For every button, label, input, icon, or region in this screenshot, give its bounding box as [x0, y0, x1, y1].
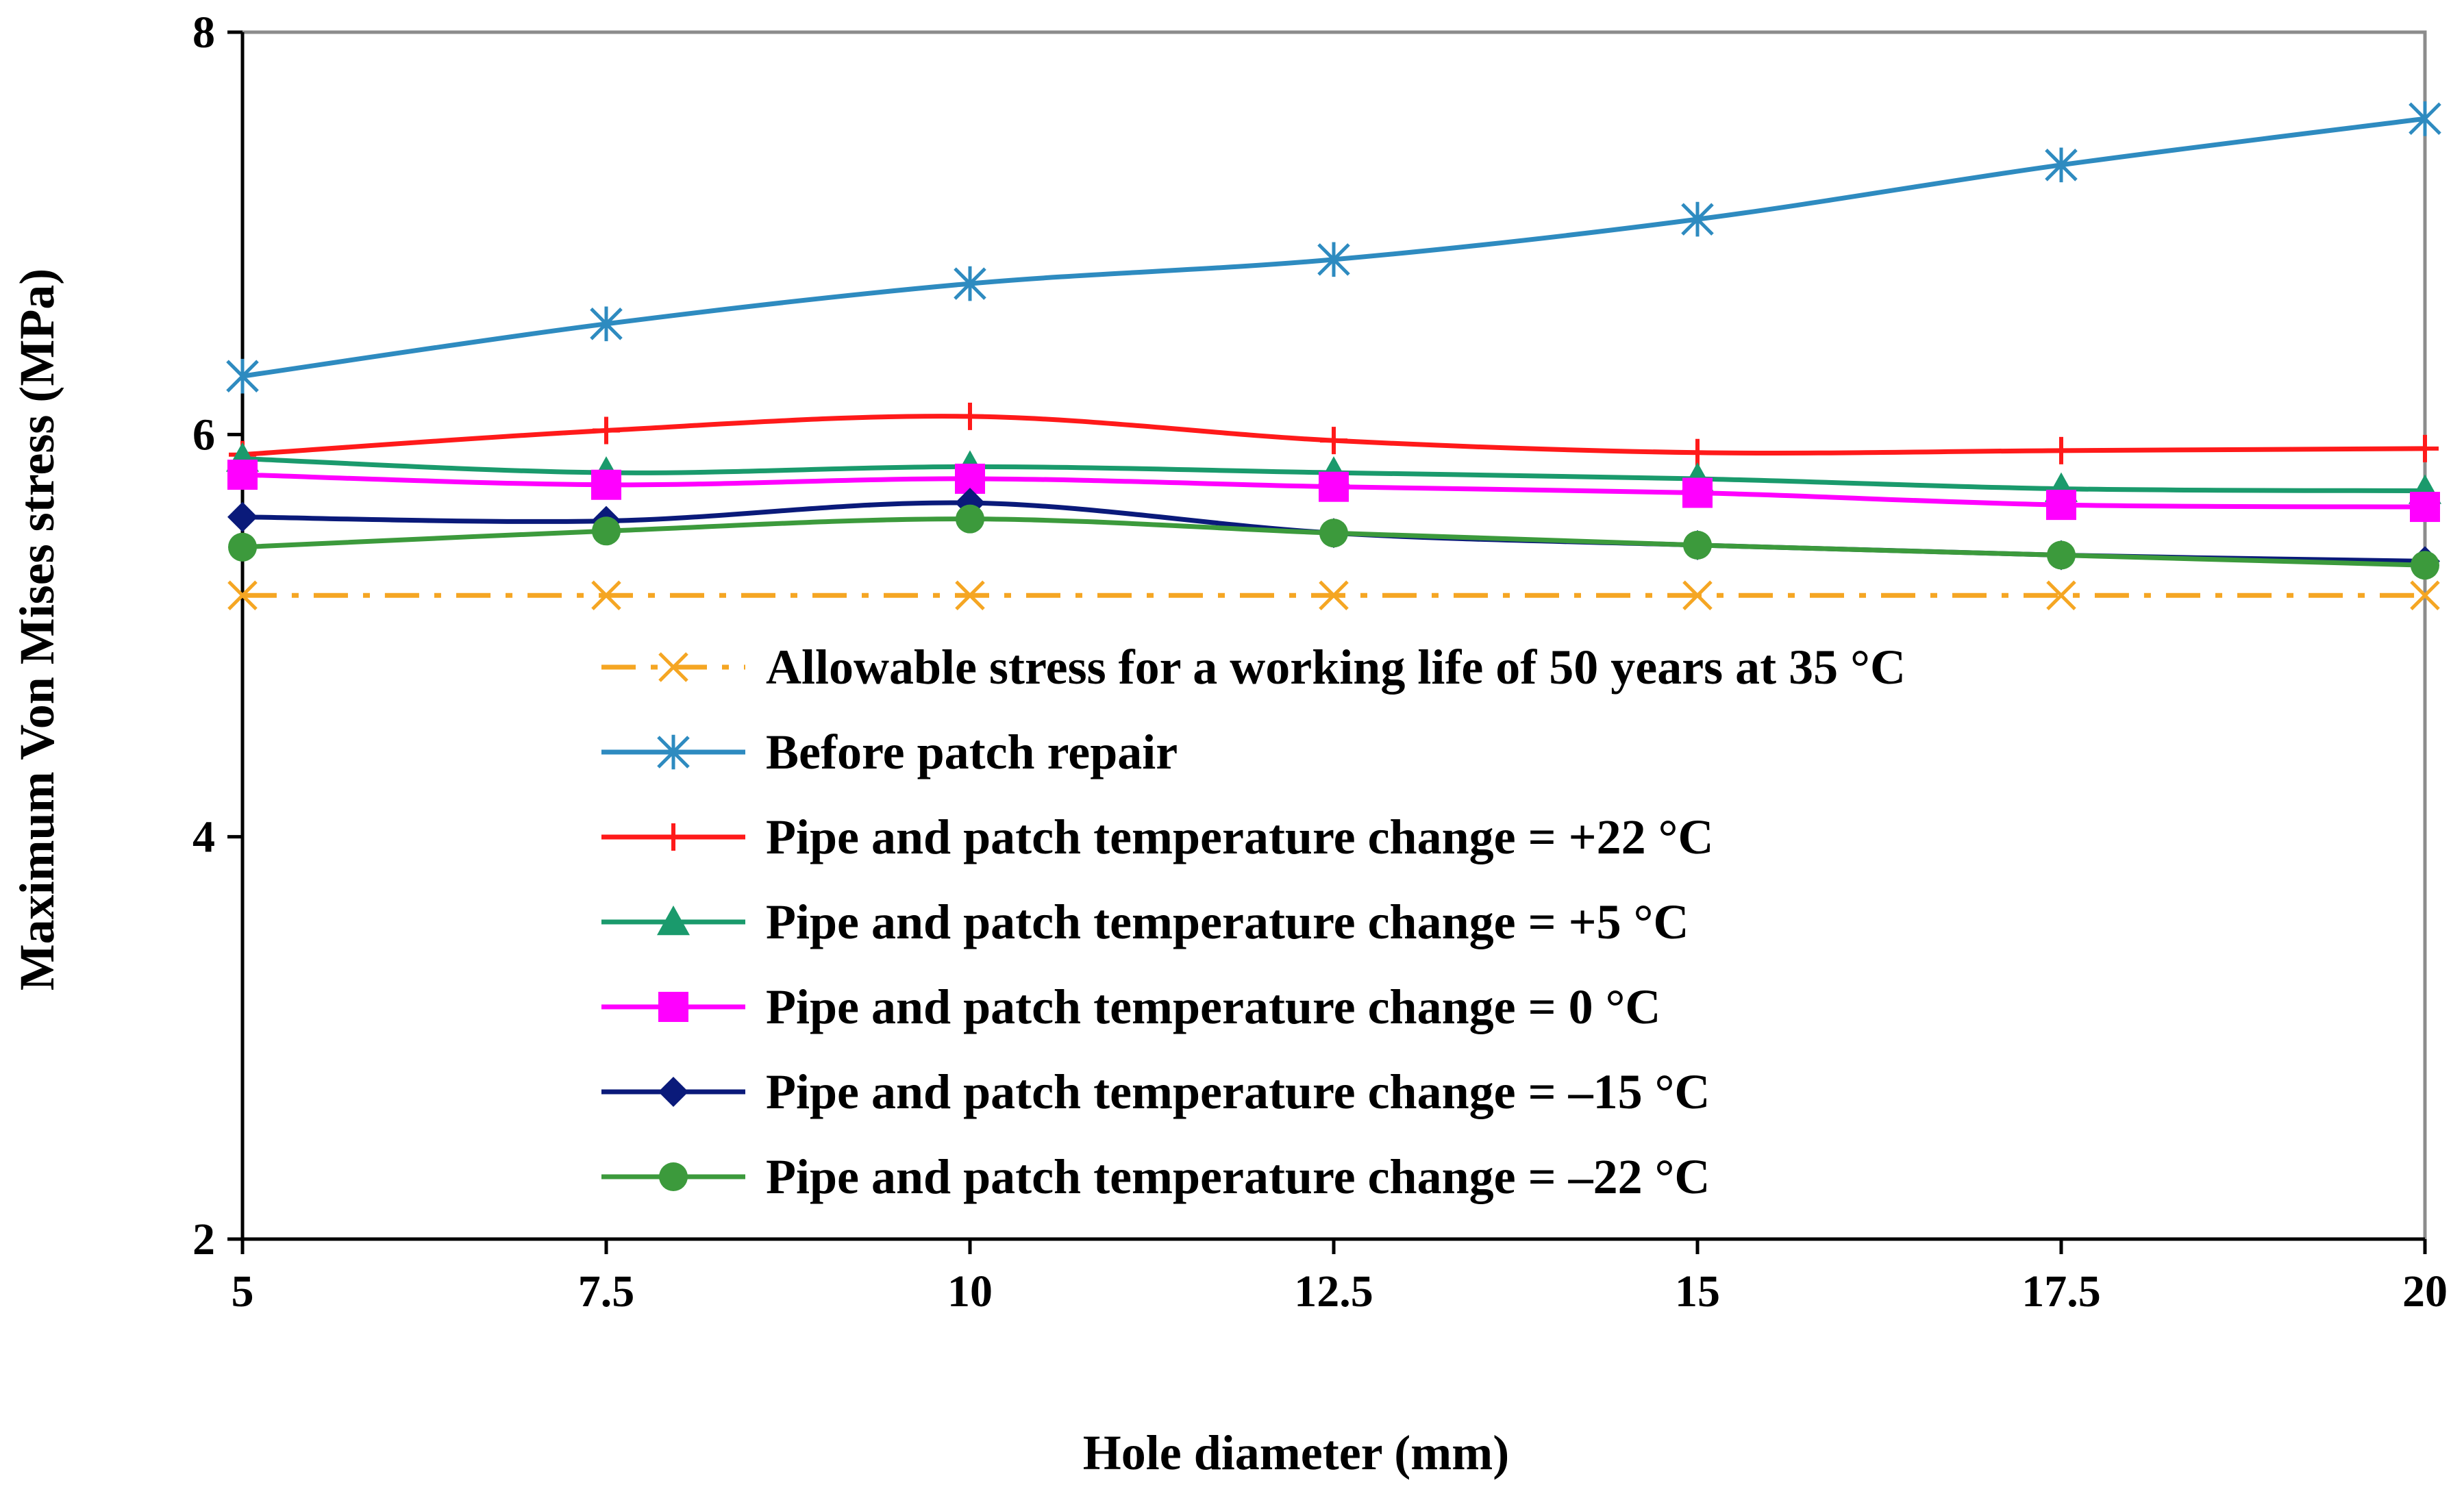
legend-item: Pipe and patch temperature change = –15 …: [601, 1064, 1710, 1119]
legend-marker: [657, 734, 690, 770]
x-tick-label: 7.5: [578, 1266, 635, 1316]
legend-marker: [658, 1077, 688, 1107]
legend-marker: [660, 823, 687, 851]
legend-item: Before patch repair: [601, 725, 1178, 779]
y-tick-label: 2: [192, 1214, 215, 1264]
data-point: [2045, 147, 2078, 183]
data-point: [956, 504, 984, 534]
data-point: [1681, 201, 1714, 237]
data-point: [592, 516, 621, 546]
data-point: [1319, 471, 1349, 502]
data-point: [2411, 434, 2439, 462]
legend-marker: [658, 652, 688, 682]
data-point: [2410, 492, 2440, 523]
legend-item: Allowable stress for a working life of 5…: [601, 640, 1906, 695]
data-point: [591, 580, 621, 611]
legend-item: Pipe and patch temperature change = 0 °C: [601, 979, 1660, 1034]
data-point: [2048, 436, 2075, 464]
data-point: [2046, 490, 2076, 521]
data-point: [1320, 427, 1347, 455]
series-4: [227, 460, 2440, 523]
legend-label: Pipe and patch temperature change = –15 …: [766, 1064, 1710, 1119]
data-point: [227, 460, 258, 490]
series-2: [229, 402, 2439, 469]
legend-label: Pipe and patch temperature change = +5 °…: [766, 895, 1689, 949]
data-point: [954, 266, 986, 301]
data-point: [1317, 242, 1350, 277]
data-point: [1682, 477, 1713, 508]
legend-label: Pipe and patch temperature change = 0 °C: [766, 979, 1660, 1034]
x-ticks: 5 7.5 10 12.5 15 17.5 20: [232, 1239, 2448, 1316]
y-ticks: 2 4 6 8: [192, 8, 242, 1264]
data-point: [2046, 580, 2076, 611]
y-tick-label: 4: [192, 812, 215, 862]
x-tick-label: 20: [2402, 1266, 2448, 1316]
x-tick-label: 12.5: [1294, 1266, 1373, 1316]
legend-marker: [657, 906, 690, 936]
data-point: [593, 416, 620, 445]
legend-label: Before patch repair: [766, 725, 1178, 779]
legend-item: Pipe and patch temperature change = +5 °…: [601, 895, 1689, 949]
data-point: [956, 402, 984, 430]
data-point: [590, 306, 623, 342]
series-6: [228, 504, 2439, 580]
data-point: [226, 358, 259, 394]
data-point: [955, 580, 985, 611]
legend-label: Pipe and patch temperature change = –22 …: [766, 1149, 1710, 1204]
series-1: [226, 101, 2441, 394]
legend-item: Pipe and patch temperature change = +22 …: [601, 810, 1713, 864]
data-point: [1682, 580, 1713, 611]
legend-item: Pipe and patch temperature change = –22 …: [601, 1149, 1710, 1204]
data-point: [2409, 101, 2441, 136]
y-tick-label: 8: [192, 8, 215, 58]
data-point: [227, 501, 258, 532]
legend-label: Pipe and patch temperature change = +22 …: [766, 810, 1713, 864]
data-point: [1683, 530, 1712, 560]
legend-marker: [658, 992, 688, 1022]
data-point: [1684, 438, 1711, 466]
data-point: [228, 532, 257, 562]
data-point: [2411, 551, 2439, 580]
data-point: [2047, 540, 2076, 570]
data-point: [1319, 580, 1349, 611]
x-tick-label: 15: [1675, 1266, 1720, 1316]
data-point: [227, 580, 258, 611]
series-layer: [226, 101, 2441, 611]
plot-area-frame: [240, 30, 2427, 1241]
data-point: [591, 469, 621, 500]
y-axis-title: Maximum Von Mises stress (MPa): [10, 269, 64, 991]
y-tick-label: 6: [192, 410, 215, 460]
legend-marker: [659, 1162, 688, 1191]
series-0: [227, 580, 2440, 611]
data-point: [1319, 519, 1348, 548]
x-tick-label: 5: [232, 1266, 254, 1316]
x-axis-title: Hole diameter (mm): [1083, 1425, 1509, 1480]
x-tick-label: 17.5: [2021, 1266, 2101, 1316]
data-point: [2410, 580, 2440, 611]
legend: Allowable stress for a working life of 5…: [601, 640, 1906, 1204]
legend-label: Allowable stress for a working life of 5…: [766, 640, 1906, 695]
x-tick-label: 10: [947, 1266, 993, 1316]
